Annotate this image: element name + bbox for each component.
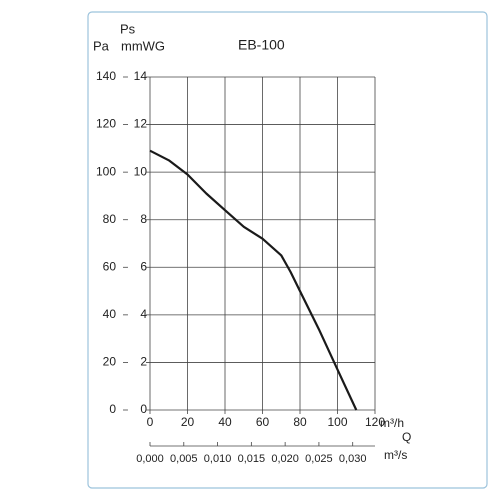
x2-tick-label: 0,020 [271, 453, 299, 465]
chart-title: EB-100 [238, 37, 285, 53]
y2-tick-label: 80 [103, 212, 117, 226]
y2-tick-label: 60 [103, 259, 117, 273]
y2-label: Pa [93, 38, 110, 53]
x2-unit: m³/s [384, 448, 407, 462]
y-tick-label: 0 [140, 402, 147, 416]
y-tick-label: 4 [140, 307, 147, 321]
y-label: mmWG [121, 38, 165, 53]
y2-tick-label: 20 [103, 355, 117, 369]
y-tick-label: 10 [134, 164, 148, 178]
y-tick-label: 8 [140, 212, 147, 226]
x-tick-label: 60 [256, 415, 270, 429]
x2-tick-label: 0,010 [204, 453, 232, 465]
x-label: Q [402, 430, 411, 444]
x2-tick-label: 0,030 [339, 453, 367, 465]
x2-tick-label: 0,000 [136, 453, 164, 465]
y2-tick-label: 0 [109, 402, 116, 416]
x-tick-label: 100 [327, 415, 347, 429]
x-tick-label: 120 [365, 415, 385, 429]
x-tick-label: 80 [293, 415, 307, 429]
x-tick-label: 20 [181, 415, 195, 429]
y-tick-label: 6 [140, 259, 147, 273]
x-tick-label: 0 [147, 415, 154, 429]
y-tick-label: 2 [140, 355, 147, 369]
x2-tick-label: 0,005 [170, 453, 198, 465]
y-tick-label: 12 [134, 117, 148, 131]
curve [149, 149, 358, 411]
x-tick-label: 40 [218, 415, 232, 429]
y2-tick-label: 120 [96, 117, 116, 131]
x-unit: m³/h [380, 416, 404, 430]
y-tick-label: 14 [134, 69, 148, 83]
frame [87, 11, 488, 489]
y-label-top: Ps [120, 21, 136, 36]
y2-tick-label: 100 [96, 164, 116, 178]
x2-tick-label: 0,015 [238, 453, 266, 465]
y2-tick-label: 40 [103, 307, 117, 321]
x2-tick-label: 0,025 [305, 453, 333, 465]
y2-tick-label: 140 [96, 69, 116, 83]
